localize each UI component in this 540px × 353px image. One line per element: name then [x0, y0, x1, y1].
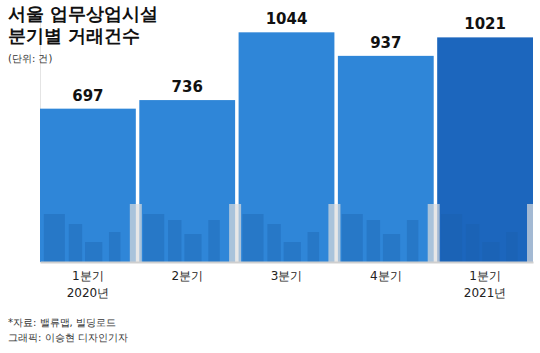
bar — [40, 109, 136, 262]
building — [367, 220, 380, 262]
building — [482, 242, 499, 262]
building — [44, 214, 65, 262]
x-tick-label: 1분기2021년 — [464, 269, 507, 300]
bar — [139, 100, 235, 262]
building — [130, 204, 142, 262]
building — [143, 214, 164, 262]
data-label: 1021 — [464, 15, 506, 33]
building — [466, 224, 479, 262]
annotation: 그래픽: 이승현 디자인기자 — [8, 332, 128, 343]
building — [383, 234, 400, 262]
building — [407, 220, 418, 262]
bars — [40, 32, 533, 262]
building — [527, 204, 533, 262]
building — [441, 214, 462, 262]
data-label: 1044 — [266, 10, 308, 28]
building — [168, 220, 181, 262]
data-label: 937 — [370, 34, 401, 52]
building — [229, 204, 241, 262]
bar — [437, 37, 533, 262]
annotation: *자료: 밸류맵, 빌딩로드 — [8, 317, 116, 328]
chart: 1분기2020년 2분기 3분기 4분기 1분기2021년 697 736 1044 937 10… — [0, 0, 540, 353]
building-decoration — [44, 204, 533, 262]
x-tick-label: 2분기 — [171, 269, 203, 283]
building — [428, 204, 440, 262]
data-label: 736 — [172, 78, 203, 96]
building — [242, 214, 263, 262]
building — [208, 220, 219, 262]
building — [184, 234, 201, 262]
bar — [239, 32, 335, 262]
building — [85, 242, 102, 262]
building — [284, 242, 301, 262]
building — [109, 232, 120, 262]
subtitle: (단위: 건) — [8, 53, 52, 64]
data-label: 697 — [72, 87, 103, 105]
title: 서울 업무상업시설분기별 거래건수 — [8, 3, 158, 46]
baseline — [41, 262, 534, 264]
x-tick-labels: 1분기2020년 2분기 3분기 4분기 1분기2021년 — [67, 269, 507, 300]
building — [267, 224, 280, 262]
x-tick-label: 3분기 — [271, 269, 303, 283]
x-tick-label: 4분기 — [370, 269, 402, 283]
building — [506, 232, 517, 262]
bar — [338, 56, 434, 262]
building — [342, 214, 363, 262]
building — [69, 224, 82, 262]
building — [328, 204, 340, 262]
x-axis — [41, 262, 534, 263]
building — [308, 232, 319, 262]
x-tick-label: 1분기2020년 — [67, 269, 110, 300]
